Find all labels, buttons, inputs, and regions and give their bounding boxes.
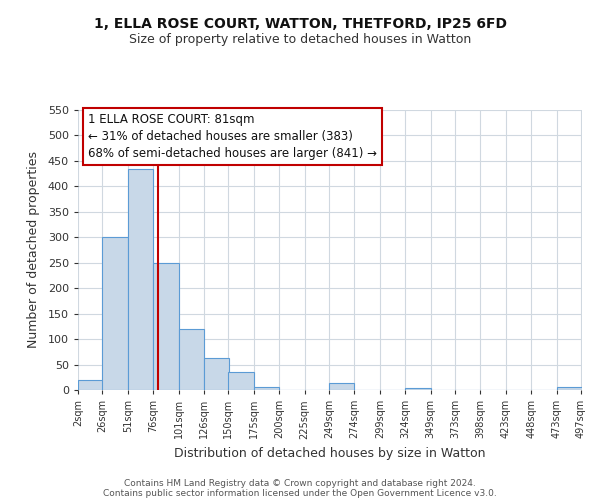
Bar — [103, 238, 128, 390]
Bar — [405, 388, 431, 390]
X-axis label: Distribution of detached houses by size in Watton: Distribution of detached houses by size … — [174, 447, 486, 460]
Bar — [128, 168, 153, 390]
Y-axis label: Number of detached properties: Number of detached properties — [26, 152, 40, 348]
Bar — [204, 358, 229, 390]
Bar — [254, 388, 279, 390]
Bar — [179, 329, 204, 390]
Text: Contains public sector information licensed under the Open Government Licence v3: Contains public sector information licen… — [103, 488, 497, 498]
Text: Contains HM Land Registry data © Crown copyright and database right 2024.: Contains HM Land Registry data © Crown c… — [124, 478, 476, 488]
Bar — [229, 372, 254, 390]
Bar — [329, 384, 355, 390]
Text: 1 ELLA ROSE COURT: 81sqm
← 31% of detached houses are smaller (383)
68% of semi-: 1 ELLA ROSE COURT: 81sqm ← 31% of detach… — [88, 113, 377, 160]
Text: 1, ELLA ROSE COURT, WATTON, THETFORD, IP25 6FD: 1, ELLA ROSE COURT, WATTON, THETFORD, IP… — [94, 18, 506, 32]
Text: Size of property relative to detached houses in Watton: Size of property relative to detached ho… — [129, 32, 471, 46]
Bar — [78, 380, 103, 390]
Bar — [557, 388, 582, 390]
Bar — [153, 262, 179, 390]
